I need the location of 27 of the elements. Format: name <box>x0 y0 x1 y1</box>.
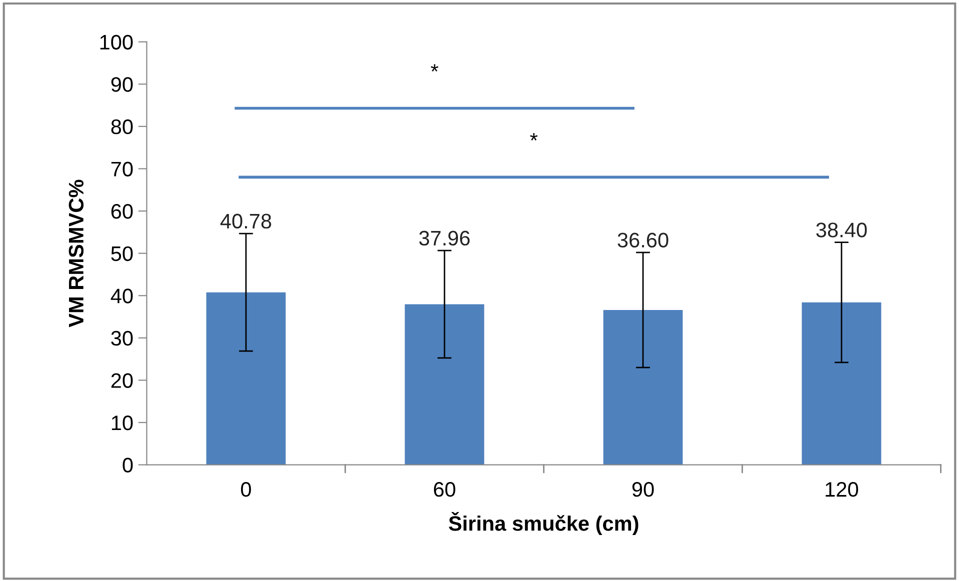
y-tick-label: 70 <box>111 162 133 176</box>
data-label: 37.96 <box>419 230 470 246</box>
y-tick-label: 80 <box>111 119 133 134</box>
y-tick-label: 40 <box>110 288 133 304</box>
x-tick-label: 120 <box>826 482 858 497</box>
bar <box>206 292 286 465</box>
x-tick-label: 60 <box>434 482 456 497</box>
ref-line-label: * <box>530 133 538 140</box>
y-tick-label: 60 <box>111 204 133 219</box>
y-tick-label: 50 <box>111 246 133 262</box>
y-tick-label: 10 <box>112 416 133 430</box>
data-label: 36.60 <box>618 232 668 248</box>
y-axis-title: VM RMSMVC% <box>68 180 84 328</box>
bar <box>603 310 683 465</box>
data-label: 40.78 <box>220 214 272 229</box>
y-tick-label: 20 <box>111 373 133 388</box>
x-tick-label: 0 <box>241 482 251 497</box>
x-axis-title: Širina smučke (cm) <box>448 512 638 535</box>
y-tick-label: 90 <box>111 77 133 92</box>
data-label: 38.40 <box>816 222 867 238</box>
y-tick-label: 100 <box>100 34 133 50</box>
y-tick-label: 30 <box>111 330 133 346</box>
ref-line-label: * <box>430 64 438 72</box>
x-tick-label: 90 <box>632 482 654 497</box>
bar <box>404 304 484 465</box>
y-tick-label: 0 <box>122 458 133 473</box>
bar <box>802 302 882 465</box>
